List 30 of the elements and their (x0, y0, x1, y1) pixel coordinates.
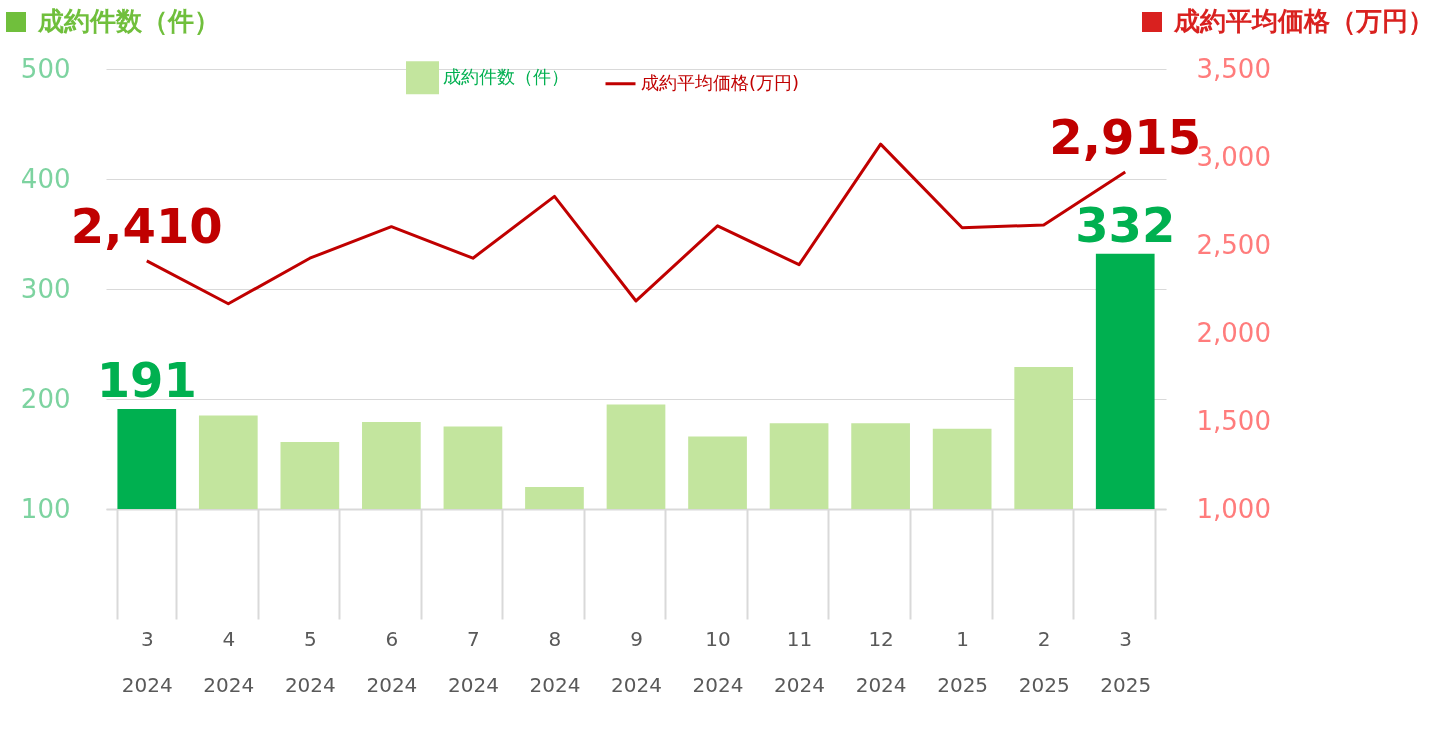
y2-tick-label: 2,000 (1196, 317, 1271, 348)
legend-label: 成約件数（件） (443, 65, 569, 87)
y-tick-label: 200 (20, 383, 71, 414)
data-label: 191 (96, 351, 197, 408)
y2-tick-label: 3,500 (1196, 53, 1271, 84)
x-tick-label: 3 2024 (121, 626, 173, 697)
x-tick-label: 5 2024 (284, 626, 336, 697)
x-tick-label: 8 2024 (529, 626, 581, 697)
x-tick-label: 12 2024 (855, 626, 907, 697)
y-tick-label: 500 (20, 53, 71, 84)
y2-tick-label: 2,500 (1196, 229, 1271, 260)
x-tick-label: 9 2024 (611, 626, 662, 697)
y2-axis-title: 成約平均価格（万円） (1174, 5, 1434, 38)
y-tick-label: 300 (20, 273, 71, 304)
y2-tick-label: 1,500 (1196, 405, 1271, 436)
x-tick-label: 2 2025 (1018, 626, 1070, 697)
legend-label: 成約平均価格(万円) (641, 71, 800, 93)
x-tick-label: 7 2024 (447, 626, 499, 697)
y2-tick-label: 1,000 (1196, 493, 1271, 524)
y-tick-label: 400 (20, 163, 71, 194)
data-label: 332 (1075, 196, 1176, 253)
x-tick-label: 1 2025 (937, 626, 989, 697)
x-tick-label: 6 2024 (366, 626, 418, 697)
y-axis-title: 成約件数（件） (38, 5, 220, 38)
x-tick-label: 4 2024 (203, 626, 255, 697)
data-label: 2,410 (70, 197, 223, 254)
x-tick-label: 10 2024 (692, 626, 744, 697)
x-tick-label: 11 2024 (774, 626, 826, 697)
y-tick-label: 100 (20, 493, 71, 524)
x-tick-label: 3 2025 (1100, 626, 1152, 697)
